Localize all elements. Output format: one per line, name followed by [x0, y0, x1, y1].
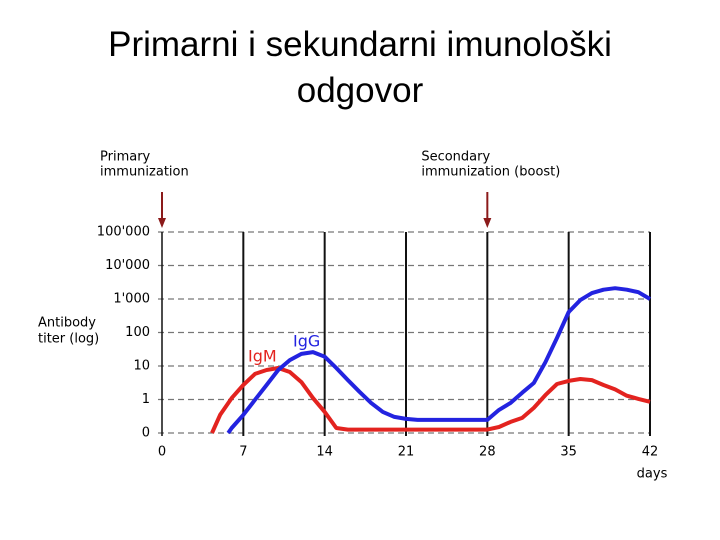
y-tick-label: 0: [142, 426, 150, 441]
y-tick-label: 10: [133, 359, 150, 374]
x-tick-label: 28: [479, 445, 496, 460]
line: [210, 366, 651, 434]
x-tick-label: 35: [560, 445, 577, 460]
y-axis-label: Antibody: [38, 316, 96, 331]
x-tick-label: 21: [398, 445, 415, 460]
annotation: immunization: [100, 165, 189, 180]
annotation: immunization (boost): [421, 165, 560, 180]
y-axis-label: titer (log): [38, 332, 99, 347]
annotation: Primary: [100, 150, 151, 165]
x-axis-label: days: [637, 467, 668, 482]
y-tick-label: 1: [142, 392, 150, 407]
line: [226, 286, 652, 435]
chart-title: Primarni i sekundarni imunološki odgovor: [108, 25, 612, 110]
y-tick-label: 100: [125, 325, 150, 340]
y-tick-label: 100'000: [97, 225, 150, 240]
arrow-head: [483, 218, 492, 228]
series-label: IgG: [293, 332, 320, 351]
x-tick-label: 42: [642, 445, 659, 460]
y-tick-label: 1'000: [113, 292, 150, 307]
x-tick-label: 7: [239, 445, 247, 460]
series-label: IgM: [248, 347, 277, 366]
x-tick-label: 14: [316, 445, 333, 460]
x-tick-label: 0: [158, 445, 166, 460]
y-tick-label: 10'000: [105, 258, 150, 273]
arrow-head: [158, 218, 166, 228]
annotation: Secondary: [421, 150, 490, 165]
